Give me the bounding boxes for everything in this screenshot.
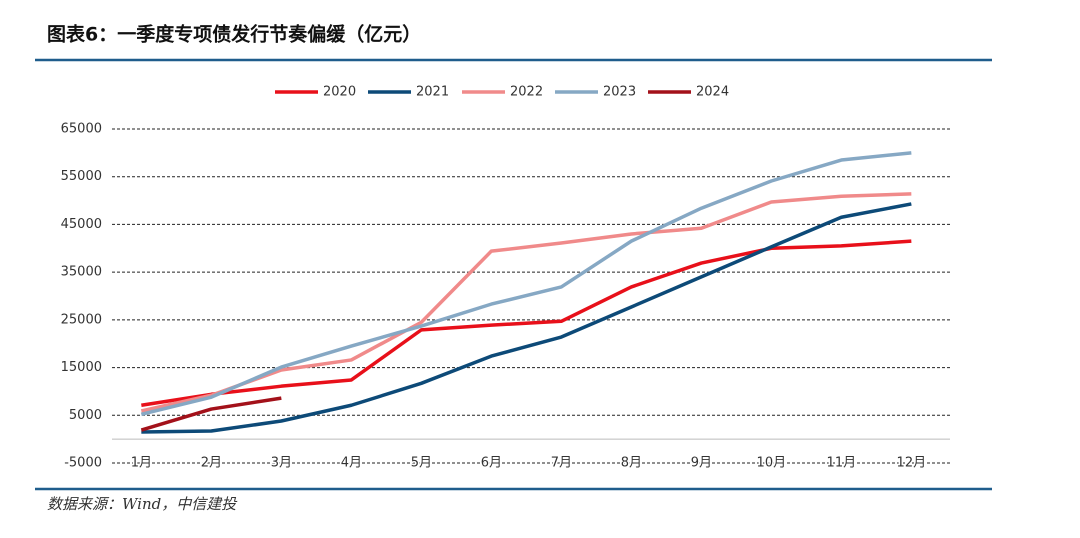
legend-label: 2020 — [323, 85, 356, 100]
y-tick-label: 45000 — [61, 217, 102, 232]
x-tick-label: 4月 — [341, 456, 362, 471]
x-tick-label: 11月 — [827, 456, 857, 471]
x-tick-label: 12月 — [897, 456, 927, 471]
y-tick-label: 5000 — [69, 408, 102, 423]
x-tick-label: 3月 — [271, 456, 292, 471]
series-line — [141, 239, 912, 407]
legend-label: 2024 — [696, 85, 729, 100]
y-tick-label: 65000 — [61, 122, 102, 137]
x-tick-label: 6月 — [481, 456, 502, 471]
y-tick-label: 15000 — [61, 360, 102, 375]
series-line — [140, 396, 282, 432]
y-tick-label: 55000 — [61, 169, 102, 184]
legend-label: 2023 — [603, 85, 636, 100]
x-tick-label: 7月 — [551, 456, 572, 471]
series-line — [140, 192, 912, 413]
x-tick-label: 5月 — [411, 456, 432, 471]
x-tick-label: 1月 — [131, 456, 152, 471]
source-note: 数据来源：Wind，中信建投 — [47, 495, 238, 513]
x-tick-label: 8月 — [621, 456, 642, 471]
chart-title: 图表6：一季度专项债发行节奏偏缓（亿元） — [47, 23, 421, 46]
x-tick-label: 10月 — [757, 456, 787, 471]
series-line — [141, 202, 912, 434]
y-tick-label: -5000 — [64, 456, 102, 471]
y-tick-label: 25000 — [61, 312, 102, 327]
y-tick-label: 35000 — [61, 265, 102, 280]
legend-label: 2022 — [510, 85, 543, 100]
series-line — [140, 151, 912, 417]
x-tick-label: 9月 — [691, 456, 712, 471]
legend-label: 2021 — [416, 85, 449, 100]
x-tick-label: 2月 — [201, 456, 222, 471]
